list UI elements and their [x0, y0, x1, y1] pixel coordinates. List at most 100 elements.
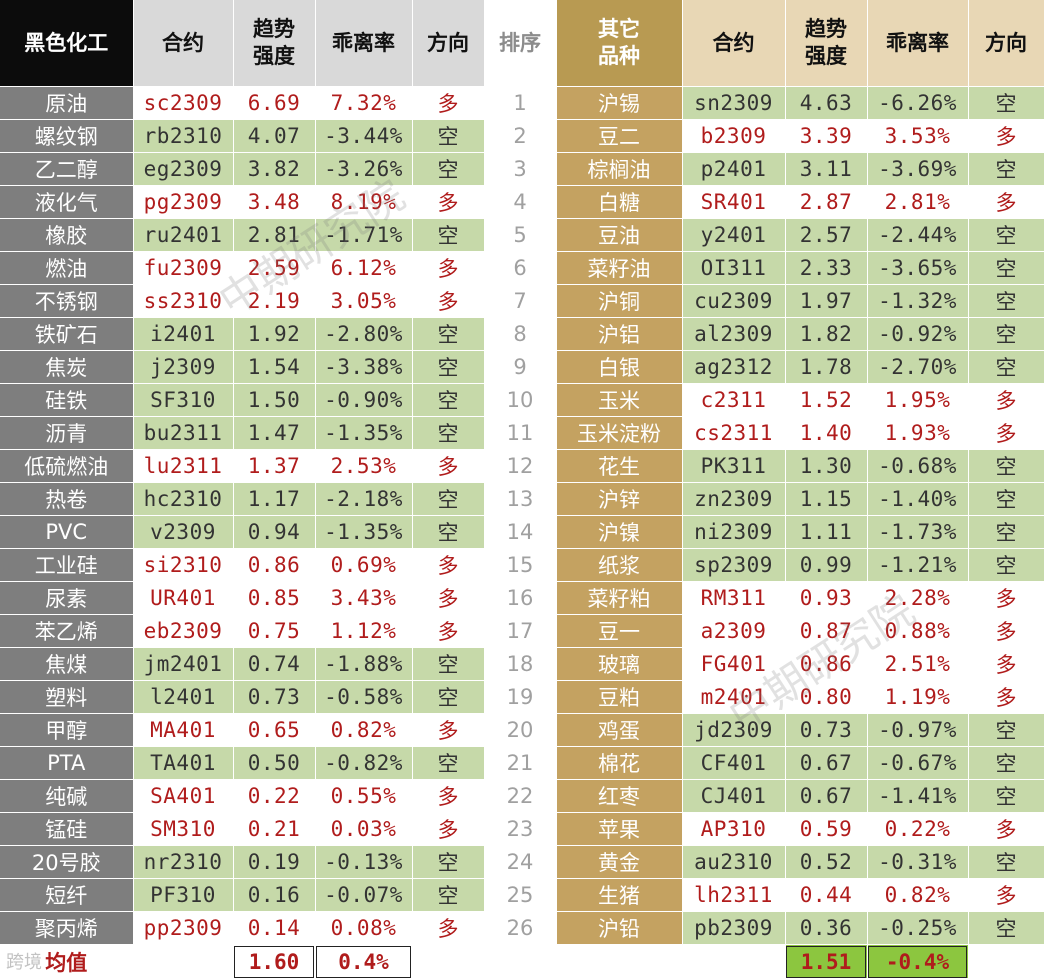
rank-number: 21 — [484, 746, 557, 780]
left-contract: eg2309 — [133, 152, 234, 186]
rank-number: 1 — [484, 86, 557, 120]
left-commodity-name: 低硫燃油 — [0, 449, 134, 483]
left-direction: 多 — [412, 779, 485, 813]
right-deviation-rate: -3.65% — [867, 251, 969, 285]
right-direction: 空 — [968, 251, 1044, 285]
right-commodity-name: 沪铝 — [556, 317, 683, 351]
table-row: 甲醇 MA401 0.65 0.82% 多 20 鸡蛋 jd2309 0.73 -0.97% 空 — [0, 713, 1044, 747]
right-direction: 多 — [968, 383, 1044, 417]
left-deviation-rate: 3.43% — [315, 581, 413, 615]
left-average-strength: 1.60 — [233, 944, 316, 979]
right-commodity-name: 豆油 — [556, 218, 683, 252]
average-label: 均值 — [0, 944, 134, 979]
left-direction: 多 — [412, 449, 485, 483]
left-contract: TA401 — [133, 746, 234, 780]
right-direction: 多 — [968, 812, 1044, 846]
rank-number: 8 — [484, 317, 557, 351]
rank-number: 19 — [484, 680, 557, 714]
rank-number: 18 — [484, 647, 557, 681]
right-direction: 空 — [968, 482, 1044, 516]
right-commodity-name: 花生 — [556, 449, 683, 483]
right-contract: al2309 — [682, 317, 786, 351]
table-row: 纯碱 SA401 0.22 0.55% 多 22 红枣 CJ401 0.67 -1.41% 空 — [0, 779, 1044, 813]
right-deviation-rate: -1.40% — [867, 482, 969, 516]
right-commodity-name: 纸浆 — [556, 548, 683, 582]
right-trend-strength: 1.11 — [785, 515, 868, 549]
right-average-strength: 1.51 — [785, 944, 868, 979]
right-contract: ni2309 — [682, 515, 786, 549]
right-commodity-name: 玉米淀粉 — [556, 416, 683, 450]
left-contract: SA401 — [133, 779, 234, 813]
left-contract: rb2310 — [133, 119, 234, 153]
right-deviation-rate: 2.28% — [867, 581, 969, 615]
left-deviation-rate: -2.80% — [315, 317, 413, 351]
left-contract: ss2310 — [133, 284, 234, 318]
header-right-strength-text: 趋势 强度 — [805, 17, 847, 68]
rank-number: 10 — [484, 383, 557, 417]
header-left-strength-text: 趋势 强度 — [253, 17, 295, 68]
table-row: 短纤 PF310 0.16 -0.07% 空 25 生猪 lh2311 0.44 0.82% 多 — [0, 878, 1044, 912]
right-trend-strength: 3.11 — [785, 152, 868, 186]
rank-number: 25 — [484, 878, 557, 912]
table-row: 焦煤 jm2401 0.74 -1.88% 空 18 玻璃 FG401 0.86 2.51% 多 — [0, 647, 1044, 681]
left-contract: hc2310 — [133, 482, 234, 516]
left-commodity-name: 硅铁 — [0, 383, 134, 417]
left-trend-strength: 0.75 — [233, 614, 316, 648]
table-row: 尿素 UR401 0.85 3.43% 多 16 菜籽粕 RM311 0.93 2.28% 多 — [0, 581, 1044, 615]
left-deviation-rate: 2.53% — [315, 449, 413, 483]
left-deviation-rate: -1.88% — [315, 647, 413, 681]
right-trend-strength: 0.44 — [785, 878, 868, 912]
left-deviation-rate: 7.32% — [315, 86, 413, 120]
right-trend-strength: 1.30 — [785, 449, 868, 483]
right-commodity-name: 菜籽粕 — [556, 581, 683, 615]
right-deviation-rate: -0.25% — [867, 911, 969, 945]
right-direction: 空 — [968, 713, 1044, 747]
left-deviation-rate: -3.38% — [315, 350, 413, 384]
right-commodity-name: 苹果 — [556, 812, 683, 846]
header-left-deviation: 乖离率 — [315, 0, 413, 87]
table-row: 橡胶 ru2401 2.81 -1.71% 空 5 豆油 y2401 2.57 -2.44% 空 — [0, 218, 1044, 252]
left-contract: fu2309 — [133, 251, 234, 285]
right-deviation-rate: 0.82% — [867, 878, 969, 912]
left-contract: SM310 — [133, 812, 234, 846]
left-trend-strength: 1.54 — [233, 350, 316, 384]
right-direction: 空 — [968, 218, 1044, 252]
left-contract: eb2309 — [133, 614, 234, 648]
left-deviation-rate: 1.12% — [315, 614, 413, 648]
right-direction: 空 — [968, 746, 1044, 780]
left-contract: SF310 — [133, 383, 234, 417]
table-row: 锰硅 SM310 0.21 0.03% 多 23 苹果 AP310 0.59 0.22% 多 — [0, 812, 1044, 846]
right-trend-strength: 1.78 — [785, 350, 868, 384]
right-deviation-rate: -3.69% — [867, 152, 969, 186]
rank-number: 6 — [484, 251, 557, 285]
left-direction: 多 — [412, 713, 485, 747]
left-commodity-name: 燃油 — [0, 251, 134, 285]
right-trend-strength: 0.87 — [785, 614, 868, 648]
right-trend-strength: 0.52 — [785, 845, 868, 879]
right-trend-strength: 1.40 — [785, 416, 868, 450]
left-commodity-name: 螺纹钢 — [0, 119, 134, 153]
left-trend-strength: 0.19 — [233, 845, 316, 879]
left-trend-strength: 0.21 — [233, 812, 316, 846]
right-direction: 空 — [968, 86, 1044, 120]
right-deviation-rate: 1.95% — [867, 383, 969, 417]
header-right-group-text: 其它 品种 — [598, 17, 640, 68]
right-commodity-name: 豆一 — [556, 614, 683, 648]
right-direction: 空 — [968, 350, 1044, 384]
right-direction: 多 — [968, 581, 1044, 615]
right-trend-strength: 0.67 — [785, 746, 868, 780]
right-trend-strength: 4.63 — [785, 86, 868, 120]
right-commodity-name: 玻璃 — [556, 647, 683, 681]
left-deviation-rate: -1.35% — [315, 515, 413, 549]
header-right-deviation: 乖离率 — [867, 0, 969, 87]
table-row: 低硫燃油 lu2311 1.37 2.53% 多 12 花生 PK311 1.30 -0.68% 空 — [0, 449, 1044, 483]
left-contract: j2309 — [133, 350, 234, 384]
left-trend-strength: 0.86 — [233, 548, 316, 582]
header-rank: 排序 — [484, 0, 557, 87]
right-commodity-name: 沪锡 — [556, 86, 683, 120]
right-deviation-rate: 2.81% — [867, 185, 969, 219]
left-trend-strength: 0.14 — [233, 911, 316, 945]
right-contract: SR401 — [682, 185, 786, 219]
left-contract: lu2311 — [133, 449, 234, 483]
left-direction: 多 — [412, 185, 485, 219]
